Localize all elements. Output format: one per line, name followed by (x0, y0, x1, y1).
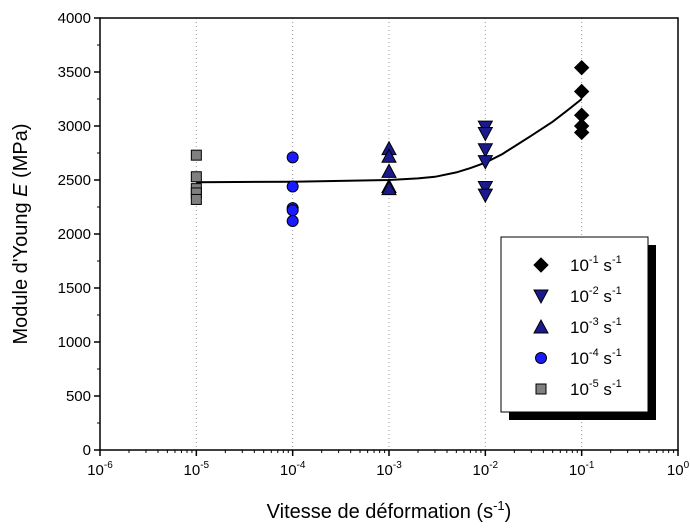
data-point-square (190, 171, 202, 183)
x-tick-label: 10-5 (184, 460, 210, 479)
y-axis-ticks: 0 500 1000 1500 2000 2500 3000 3500 4000 (58, 10, 100, 459)
x-tick-label: 100 (667, 460, 690, 479)
x-tick-label: 10-6 (87, 460, 113, 479)
legend-box (500, 236, 649, 413)
data-point-triangle-down (477, 181, 494, 196)
data-point-triangle-down (477, 188, 494, 204)
data-point-square (190, 193, 202, 205)
y-tick-label: 1000 (58, 334, 91, 351)
legend: 10-1 s-1 10-2 s-1 10-3 s-1 10-4 s-1 10-5 s-1 (500, 236, 656, 420)
y-tick-label: 0 (83, 442, 91, 459)
data-points (190, 59, 590, 228)
y-tick-label: 2500 (58, 172, 91, 189)
legend-marker-circle (535, 352, 547, 364)
legend-label: 10-3 s-1 (570, 316, 622, 337)
x-tick-label: 10-3 (376, 460, 402, 479)
y-axis-label: Module d'Young E (MPa) (10, 124, 32, 345)
legend-label: 10-4 s-1 (570, 347, 622, 368)
legend-label: 10-1 s-1 (570, 254, 622, 275)
data-point-circle (286, 180, 299, 193)
data-point-circle (286, 151, 299, 164)
legend-marker-triangle-down (533, 289, 549, 305)
y-tick-label: 500 (66, 388, 91, 405)
legend-marker-triangle-up (533, 318, 549, 334)
y-tick-label: 2000 (58, 226, 91, 243)
data-point-triangle-down (477, 127, 494, 142)
data-point-circle (286, 215, 299, 228)
y-tick-label: 1500 (58, 280, 91, 297)
x-axis-ticks: 10-6 10-5 10-4 10-3 10-2 10-1 100 (87, 450, 690, 479)
y-tick-label: 3500 (58, 64, 91, 81)
legend-marker-diamond (533, 257, 549, 273)
y-tick-label: 4000 (58, 10, 91, 27)
data-point-triangle-up (381, 148, 397, 163)
data-point-circle (286, 204, 299, 217)
data-point-triangle-down (477, 155, 494, 170)
data-point-diamond (573, 124, 590, 141)
data-point-diamond (573, 59, 590, 76)
fit-curve (196, 98, 583, 184)
x-tick-label: 10-4 (280, 460, 306, 479)
legend-label: 10-5 s-1 (570, 378, 622, 399)
data-point-triangle-up (381, 163, 397, 178)
x-tick-label: 10-1 (569, 460, 595, 479)
legend-label: 10-2 s-1 (570, 285, 622, 306)
y-tick-label: 3000 (58, 118, 91, 135)
data-point-diamond (573, 83, 590, 100)
x-axis-label: Vitesse de déformation (s-1) (267, 498, 512, 523)
data-point-triangle-up (381, 180, 397, 196)
x-tick-label: 10-2 (473, 460, 499, 479)
data-point-square (190, 149, 202, 161)
data-point-triangle-down (477, 143, 494, 158)
legend-marker-square (535, 383, 547, 395)
